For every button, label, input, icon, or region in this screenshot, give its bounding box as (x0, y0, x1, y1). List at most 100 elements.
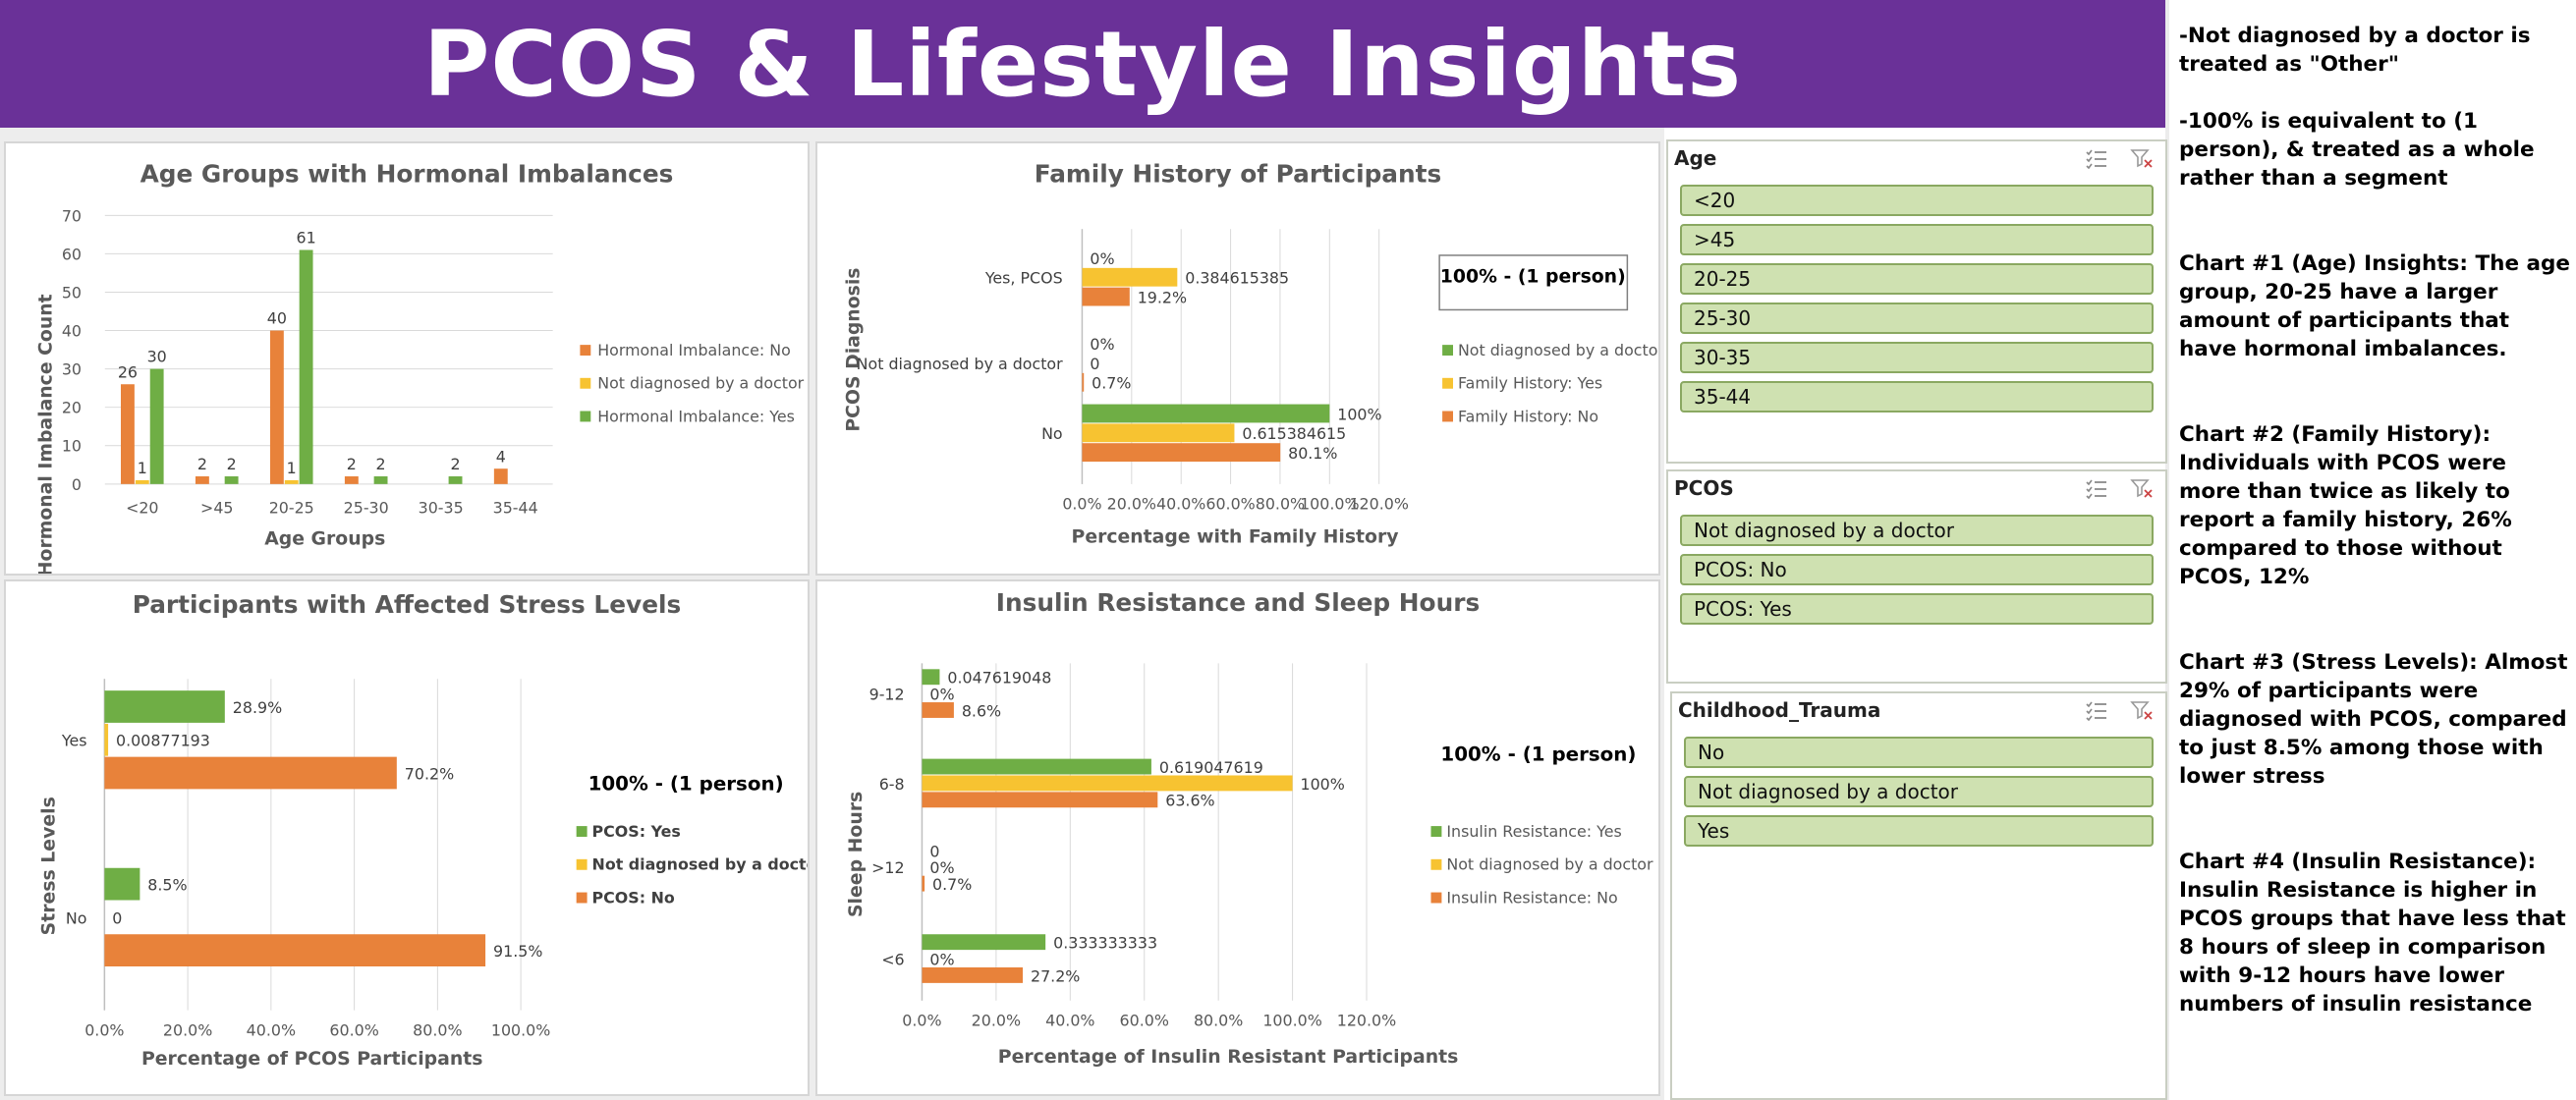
legend-swatch-no (1430, 892, 1442, 904)
insulin-chart[interactable]: Insulin Resistance and Sleep Hours Sleep… (815, 579, 1660, 1096)
x-tick-label: 80.0% (413, 1020, 462, 1039)
age-chart-legend: Hormonal Imbalance: No Not diagnosed by … (580, 341, 805, 425)
pcos-slicer: PCOS Not diagnosed by a doctor PCOS: No PC… (1666, 469, 2167, 684)
slicer-item[interactable]: PCOS: No (1680, 554, 2154, 585)
slicer-item[interactable]: 25-30 (1680, 302, 2154, 334)
data-label: 0 (929, 842, 939, 860)
data-label: 28.9% (233, 698, 282, 717)
bar (922, 792, 1158, 808)
multi-select-icon[interactable] (2085, 147, 2108, 169)
bar (448, 476, 463, 484)
data-label: 1 (287, 459, 297, 477)
y-tick-label: 50 (62, 283, 82, 302)
trauma-slicer-header: Childhood_Trauma (1672, 693, 2165, 727)
x-tick-label: 20.0% (163, 1020, 212, 1039)
slicer-item[interactable]: >45 (1680, 224, 2154, 255)
legend-swatch-no (580, 345, 591, 357)
legend-label: Family History: Yes (1458, 374, 1602, 393)
stress-chart-ylabel: Stress Levels (39, 797, 60, 935)
legend-label: Not diagnosed by a doctor (597, 374, 804, 393)
insulin-chart-title: Insulin Resistance and Sleep Hours (996, 588, 1480, 617)
legend-label: Insulin Resistance: Yes (1446, 822, 1621, 841)
x-tick-label: 60.0% (329, 1020, 378, 1039)
data-label: 0.7% (1092, 374, 1131, 393)
note-chart2-insight: Chart #2 (Family History): Individuals w… (2179, 422, 2512, 589)
x-tick-label: 60.0% (1205, 495, 1255, 514)
slicer-item[interactable]: Yes (1684, 815, 2154, 847)
family-history-chart[interactable]: Family History of Participants PCOS Diag… (815, 141, 1660, 576)
trauma-slicer-title: Childhood_Trauma (1678, 698, 1881, 722)
data-label: 0 (1090, 355, 1099, 373)
age-slicer-header: Age (1668, 141, 2165, 175)
slicer-item[interactable]: 35-44 (1680, 381, 2154, 412)
legend-swatch-yes (1430, 826, 1442, 838)
legend-swatch-yes (576, 826, 588, 838)
slicer-item[interactable]: 20-25 (1680, 263, 2154, 295)
divider (2165, 0, 2169, 1100)
stress-chart-svg: Participants with Affected Stress Levels… (39, 590, 808, 1070)
bar (195, 476, 209, 484)
data-label: 0.00877193 (116, 732, 210, 750)
bar (1082, 372, 1085, 392)
stress-note: 100% - (1 person) (588, 772, 784, 795)
clear-filter-icon[interactable] (2130, 147, 2154, 169)
data-label: 19.2% (1138, 289, 1187, 307)
slicer-item[interactable]: <20 (1680, 185, 2154, 216)
multi-select-icon[interactable] (2085, 699, 2108, 721)
x-tick-label: 100.0% (491, 1020, 550, 1039)
slicer-item[interactable]: No (1684, 737, 2154, 768)
dashboard-banner: PCOS & Lifestyle Insights (0, 0, 2165, 128)
x-tick-label: >45 (200, 499, 233, 518)
x-tick-label: 25-30 (344, 499, 389, 518)
pcos-slicer-title: PCOS (1674, 476, 1734, 500)
legend-swatch-other (1430, 858, 1442, 870)
family-chart-legend: Not diagnosed by a doctor Family History… (1442, 341, 1658, 425)
stress-chart-title: Participants with Affected Stress Levels (133, 590, 682, 619)
multi-select-icon[interactable] (2085, 477, 2108, 499)
page-title: PCOS & Lifestyle Insights (422, 11, 1743, 117)
age-slicer: Age <20 >45 20-25 25-30 30-35 35-44 (1666, 139, 2167, 464)
clear-filter-icon[interactable] (2130, 477, 2154, 499)
data-label: 63.6% (1165, 792, 1214, 810)
x-tick-label: 20.0% (1107, 495, 1156, 514)
age-chart-xlabel: Age Groups (264, 528, 385, 549)
legend-label: Insulin Resistance: No (1446, 888, 1617, 907)
data-label: 0.384615385 (1185, 269, 1289, 288)
data-label: 0.7% (932, 875, 972, 894)
slicer-item[interactable]: Not diagnosed by a doctor (1680, 515, 2154, 546)
bar (922, 702, 954, 718)
age-chart[interactable]: Age Groups with Hormonal Imbalances Horm… (4, 141, 810, 576)
stress-chart-xlabel: Percentage of PCOS Participants (141, 1049, 483, 1070)
data-label: 0.615384615 (1242, 424, 1346, 443)
data-label: 0% (929, 951, 954, 969)
data-label: 91.5% (493, 942, 542, 961)
data-label: 80.1% (1288, 444, 1337, 463)
bar (1082, 423, 1235, 443)
insulin-chart-svg: Insulin Resistance and Sleep Hours Sleep… (846, 588, 1653, 1068)
data-label: 27.2% (1031, 966, 1080, 985)
slicer-item[interactable]: PCOS: Yes (1680, 593, 2154, 625)
age-chart-title: Age Groups with Hormonal Imbalances (140, 160, 674, 189)
data-label: 61 (297, 229, 316, 248)
data-label: 2 (197, 455, 207, 473)
note-chart1-insight: Chart #1 (Age) Insights: The age group, … (2179, 251, 2571, 361)
bar (104, 690, 225, 723)
data-label: 0% (1090, 249, 1114, 268)
note-chart3-insight: Chart #3 (Stress Levels): Almost 29% of … (2179, 650, 2568, 789)
slicer-item[interactable]: Not diagnosed by a doctor (1684, 776, 2154, 807)
category-label: Yes, PCOS (984, 269, 1063, 288)
stress-chart[interactable]: Participants with Affected Stress Levels… (4, 579, 810, 1096)
bar (922, 875, 925, 892)
bar (104, 723, 109, 756)
legend-swatch-other (1442, 345, 1453, 357)
y-tick-label: 20 (62, 399, 82, 417)
insulin-chart-xlabel: Percentage of Insulin Resistant Particip… (998, 1047, 1459, 1068)
bar (922, 934, 1046, 951)
clear-filter-icon[interactable] (2130, 699, 2154, 721)
bar (922, 669, 940, 686)
note-percent-definition: -100% is equivalent to (1 person), & tre… (2179, 109, 2535, 191)
family-history-chart-svg: Family History of Participants PCOS Diag… (844, 160, 1658, 548)
bar (104, 934, 486, 966)
data-label: 2 (347, 455, 357, 473)
slicer-item[interactable]: 30-35 (1680, 342, 2154, 373)
